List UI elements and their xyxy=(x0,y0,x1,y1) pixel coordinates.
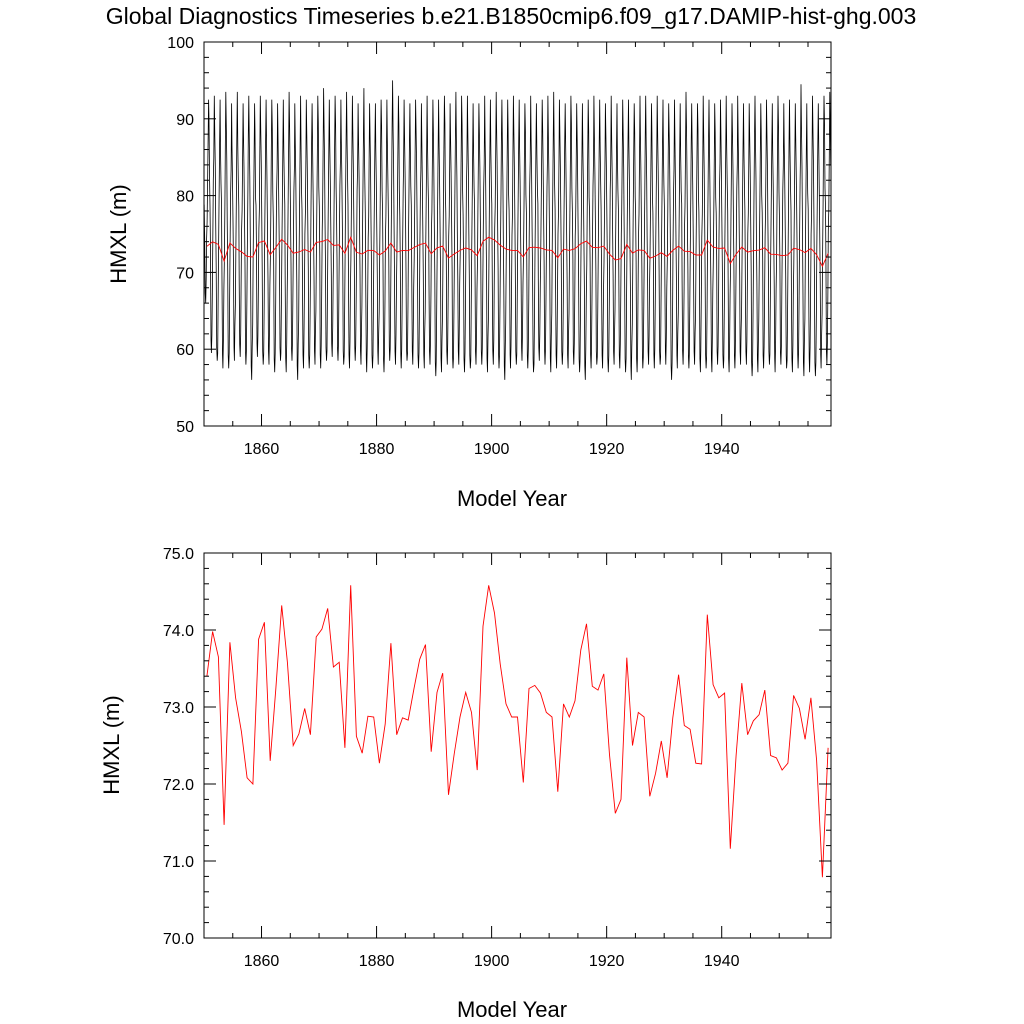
x-tick-label: 1860 xyxy=(244,441,280,458)
top-x-axis-label: Model Year xyxy=(457,486,567,511)
x-tick-label: 1900 xyxy=(474,441,510,458)
y-tick-label: 71.0 xyxy=(163,854,194,871)
top-y-axis-label: HMXL (m) xyxy=(106,184,131,283)
x-tick-label: 1920 xyxy=(589,953,625,970)
y-tick-label: 72.0 xyxy=(163,777,194,794)
annual-mean-line xyxy=(206,235,829,268)
y-tick-label: 75.0 xyxy=(163,546,194,563)
monthly-series-line xyxy=(203,80,832,380)
x-tick-label: 1860 xyxy=(244,953,280,970)
top-y-ticklabels: 50 60 70 80 90 100 xyxy=(167,35,194,436)
top-plot-frame xyxy=(203,41,832,427)
y-tick-label: 74.0 xyxy=(163,623,194,640)
top-panel: 50 60 70 80 90 100 1860 1880 1900 1920 1940 Model… xyxy=(106,35,832,511)
x-tick-label: 1880 xyxy=(359,441,395,458)
bottom-x-axis-label: Model Year xyxy=(457,997,567,1022)
y-tick-label: 73.0 xyxy=(163,700,194,717)
bottom-y-axis-label: HMXL (m) xyxy=(99,695,124,794)
y-tick-label: 50 xyxy=(176,419,194,436)
y-tick-label: 80 xyxy=(176,189,194,206)
bottom-y-ticklabels: 70.0 71.0 72.0 73.0 74.0 75.0 xyxy=(163,546,194,948)
x-tick-label: 1940 xyxy=(704,441,740,458)
bottom-x-ticklabels: 1860 1880 1900 1920 1940 xyxy=(244,953,740,970)
top-plot-area xyxy=(203,80,832,380)
x-tick-label: 1940 xyxy=(704,953,740,970)
top-x-ticklabels: 1860 1880 1900 1920 1940 xyxy=(244,441,740,458)
bottom-plot-area xyxy=(206,585,829,878)
y-tick-label: 90 xyxy=(176,112,194,129)
bottom-plot-frame xyxy=(203,552,832,939)
x-tick-label: 1900 xyxy=(474,953,510,970)
y-tick-label: 70.0 xyxy=(163,931,194,948)
x-tick-label: 1880 xyxy=(359,953,395,970)
y-tick-label: 100 xyxy=(167,35,194,52)
annual-mean-line xyxy=(206,585,829,878)
page-title: Global Diagnostics Timeseries b.e21.B185… xyxy=(106,3,917,29)
y-tick-label: 60 xyxy=(176,342,194,359)
bottom-panel: 70.0 71.0 72.0 73.0 74.0 75.0 1860 1880 1900 192… xyxy=(99,546,832,1022)
x-tick-label: 1920 xyxy=(589,441,625,458)
y-tick-label: 70 xyxy=(176,265,194,282)
